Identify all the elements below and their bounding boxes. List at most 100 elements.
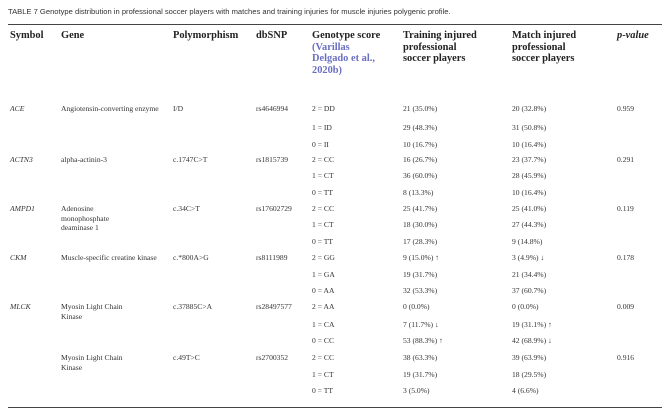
symbol-cell: MLCK [10, 302, 31, 311]
genotype-score-cell: 2 = CC [312, 353, 335, 362]
header-p-value: p-value [617, 30, 649, 41]
genotype-score-cell: 0 = TT [312, 188, 334, 197]
training-cell: 16 (26.7%) [403, 155, 438, 164]
header-genotype-score-title: Genotype score [312, 30, 381, 41]
gene-cell: Angiotensin-converting enzyme [61, 104, 159, 113]
training-cell: 25 (41.7%) [403, 204, 438, 213]
training-cell: 29 (48.3%) [403, 123, 438, 132]
header-citation-link-3[interactable]: 2020b) [312, 64, 343, 76]
symbol-cell: AMPD1 [10, 204, 35, 213]
table-top-rule [8, 24, 662, 25]
polymorphism-cell: c.37885C>A [173, 302, 213, 311]
training-cell: 0 (0.0%) [403, 302, 430, 311]
match-cell: 25 (41.0%) [512, 204, 547, 213]
dbsnp-cell: rs8111989 [256, 253, 288, 262]
header-gene: Gene [61, 30, 85, 41]
polymorphism-cell: c.49T>C [173, 353, 200, 362]
match-cell: 28 (45.9%) [512, 171, 547, 180]
header-match-line-3: soccer players [512, 53, 575, 64]
header-training-injured: Training injured professional soccer pla… [403, 30, 477, 65]
dbsnp-cell: rs28497577 [256, 302, 292, 311]
p-value-cell: 0.916 [617, 353, 635, 362]
header-genotype-score: Genotype score (Varillas Delgado et al.,… [312, 30, 380, 76]
header-polymorphism: Polymorphism [173, 30, 239, 41]
p-value-cell: 0.291 [617, 155, 635, 164]
genotype-score-cell: 1 = CT [312, 220, 334, 229]
header-symbol: Symbol [10, 30, 44, 41]
genotype-score-cell: 1 = GA [312, 270, 335, 279]
match-cell: 20 (32.8%) [512, 104, 547, 113]
header-training-line-1: Training injured [403, 30, 477, 41]
genotype-score-cell: 1 = ID [312, 123, 332, 132]
p-value-cell: 0.178 [617, 253, 635, 262]
symbol-cell: ACE [10, 104, 25, 113]
training-cell: 19 (31.7%) [403, 270, 438, 279]
gene-cell: Adenosine monophosphate deaminase 1 [61, 204, 110, 232]
genotype-score-cell: 2 = CC [312, 155, 335, 164]
training-cell: 8 (13.3%) [403, 188, 434, 197]
dbsnp-cell: rs17602729 [256, 204, 292, 213]
match-cell: 39 (63.9%) [512, 353, 547, 362]
table-caption: TABLE 7 Genotype distribution in profess… [8, 7, 451, 16]
match-cell: 9 (14.8%) [512, 237, 543, 246]
header-dbsnp: dbSNP [256, 30, 288, 41]
genotype-score-cell: 2 = GG [312, 253, 335, 262]
symbol-cell: ACTN3 [10, 155, 33, 164]
match-cell: 3 (4.9%) ↓ [512, 253, 545, 262]
match-cell: 23 (37.7%) [512, 155, 547, 164]
match-cell: 27 (44.3%) [512, 220, 547, 229]
match-cell: 37 (60.7%) [512, 286, 547, 295]
p-value-cell: 0.119 [617, 204, 634, 213]
genotype-score-cell: 0 = AA [312, 286, 335, 295]
header-training-line-3: soccer players [403, 53, 466, 64]
genotype-score-cell: 2 = AA [312, 302, 335, 311]
training-cell: 21 (35.0%) [403, 104, 438, 113]
match-cell: 0 (0.0%) [512, 302, 539, 311]
training-cell: 9 (15.0%) ↑ [403, 253, 440, 262]
match-cell: 10 (16.4%) [512, 188, 547, 197]
header-match-injured: Match injured professional soccer player… [512, 30, 576, 65]
training-cell: 19 (31.7%) [403, 370, 438, 379]
training-cell: 17 (28.3%) [403, 237, 438, 246]
dbsnp-cell: rs4646994 [256, 104, 289, 113]
training-cell: 53 (88.3%) ↑ [403, 336, 443, 345]
gene-cell: alpha-actinin-3 [61, 155, 107, 164]
p-value-cell: 0.009 [617, 302, 635, 311]
header-match-line-1: Match injured [512, 30, 577, 41]
training-cell: 7 (11.7%) ↓ [403, 320, 439, 329]
genotype-score-cell: 1 = CT [312, 370, 334, 379]
header-citation-link-1[interactable]: (Varillas [312, 41, 350, 53]
header-match-line-2: professional [512, 41, 566, 53]
table-bottom-rule [8, 407, 662, 408]
dbsnp-cell: rs2700352 [256, 353, 289, 362]
genotype-score-cell: 2 = DD [312, 104, 335, 113]
match-cell: 42 (68.9%) ↓ [512, 336, 552, 345]
genotype-score-cell: 0 = TT [312, 386, 334, 395]
genotype-score-cell: 1 = CA [312, 320, 335, 329]
genotype-score-cell: 0 = TT [312, 237, 334, 246]
genotype-score-cell: 0 = II [312, 140, 329, 149]
match-cell: 19 (31.1%) ↑ [512, 320, 552, 329]
header-citation-link-2[interactable]: Delgado et al., [312, 53, 375, 64]
polymorphism-cell: c.34C>T [173, 204, 200, 213]
gene-cell: Muscle-specific creatine kinase [61, 253, 157, 262]
dbsnp-cell: rs1815739 [256, 155, 289, 164]
training-cell: 38 (63.3%) [403, 353, 438, 362]
polymorphism-cell: c.*800A>G [173, 253, 209, 262]
gene-cell: Myosin Light Chain Kinase [61, 353, 123, 372]
match-cell: 10 (16.4%) [512, 140, 547, 149]
match-cell: 31 (50.8%) [512, 123, 547, 132]
match-cell: 21 (34.4%) [512, 270, 547, 279]
training-cell: 18 (30.0%) [403, 220, 438, 229]
match-cell: 18 (29.5%) [512, 370, 547, 379]
genotype-score-cell: 2 = CC [312, 204, 335, 213]
match-cell: 4 (6.6%) [512, 386, 539, 395]
symbol-cell: CKM [10, 253, 27, 262]
training-cell: 10 (16.7%) [403, 140, 438, 149]
training-cell: 32 (53.3%) [403, 286, 438, 295]
training-cell: 36 (60.0%) [403, 171, 438, 180]
header-training-line-2: professional [403, 41, 457, 53]
polymorphism-cell: I/D [173, 104, 184, 113]
gene-cell: Myosin Light Chain Kinase [61, 302, 123, 321]
